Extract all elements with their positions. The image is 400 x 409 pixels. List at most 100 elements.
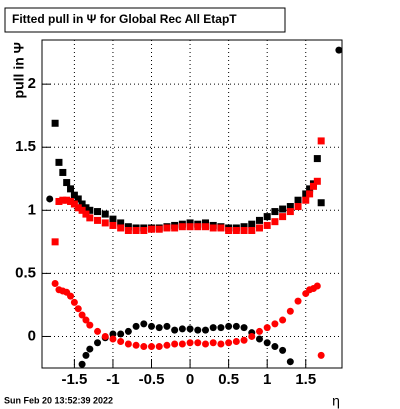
point <box>132 226 140 234</box>
title-box <box>4 7 286 33</box>
point <box>74 195 82 203</box>
point <box>178 223 186 231</box>
point <box>317 199 325 207</box>
y-tick-label: 2 <box>28 75 36 92</box>
x-tick-label: -0.5 <box>139 371 165 388</box>
point <box>317 351 325 359</box>
point <box>140 320 148 328</box>
point <box>186 219 194 227</box>
point <box>271 208 279 216</box>
y-tick-label: 1 <box>28 201 36 218</box>
y-tick-label: 0.5 <box>15 264 36 281</box>
point <box>148 343 156 351</box>
point <box>124 226 132 234</box>
point <box>155 324 163 332</box>
point <box>74 305 82 313</box>
point <box>263 339 271 347</box>
x-tick-label: 1.5 <box>295 371 316 388</box>
point <box>78 206 86 214</box>
point <box>255 224 263 232</box>
point <box>201 340 209 348</box>
point <box>240 223 248 231</box>
point <box>201 326 209 334</box>
point <box>46 195 54 203</box>
x-tick-label: -1 <box>106 371 119 388</box>
point <box>209 339 217 347</box>
y-tick-label: 1.5 <box>15 138 36 155</box>
point <box>163 341 171 349</box>
point <box>240 226 248 234</box>
point <box>294 297 302 305</box>
point <box>117 224 125 232</box>
point <box>148 225 156 233</box>
point <box>178 340 186 348</box>
point <box>194 339 202 347</box>
point <box>248 226 256 234</box>
point <box>271 320 279 328</box>
point <box>51 279 59 287</box>
point <box>302 196 310 204</box>
point <box>225 339 233 347</box>
point <box>86 345 94 353</box>
point <box>294 196 302 204</box>
point <box>117 219 125 227</box>
point <box>279 316 287 324</box>
point <box>82 316 90 324</box>
point <box>313 282 321 290</box>
point <box>86 214 94 222</box>
point <box>306 185 314 193</box>
timestamp: Sun Feb 20 13:52:39 2022 <box>4 395 113 405</box>
point <box>232 322 240 330</box>
point <box>67 185 75 193</box>
point <box>155 343 163 351</box>
point <box>86 321 94 329</box>
point <box>59 168 67 176</box>
point <box>201 219 209 227</box>
point <box>132 322 140 330</box>
point <box>55 197 63 205</box>
point <box>248 220 256 228</box>
point <box>140 343 148 351</box>
point <box>94 216 102 224</box>
y-tick-label: 0 <box>28 327 36 344</box>
point <box>101 332 109 340</box>
point <box>263 324 271 332</box>
point <box>67 197 75 205</box>
point <box>302 190 310 198</box>
point <box>217 324 225 332</box>
point <box>70 200 78 208</box>
point <box>286 358 294 366</box>
point <box>217 224 225 232</box>
point <box>109 215 117 223</box>
point <box>63 196 71 204</box>
point <box>74 204 82 212</box>
point <box>51 238 59 246</box>
point <box>94 339 102 347</box>
point <box>78 360 86 368</box>
point <box>171 326 179 334</box>
point <box>286 307 294 315</box>
point <box>101 210 109 218</box>
point <box>63 179 71 187</box>
point <box>209 224 217 232</box>
point <box>117 330 125 338</box>
x-tick-label: 0.5 <box>218 371 239 388</box>
point <box>263 213 271 221</box>
point <box>317 137 325 145</box>
point <box>209 324 217 332</box>
point <box>225 226 233 234</box>
point <box>217 340 225 348</box>
point <box>335 46 343 54</box>
point <box>186 223 194 231</box>
x-tick-label: 1 <box>263 371 271 388</box>
point <box>279 346 287 354</box>
point <box>194 326 202 334</box>
point <box>201 223 209 231</box>
point <box>286 208 294 216</box>
point <box>124 223 132 231</box>
point <box>70 191 78 199</box>
point <box>255 216 263 224</box>
point <box>306 190 314 198</box>
point <box>255 327 263 335</box>
